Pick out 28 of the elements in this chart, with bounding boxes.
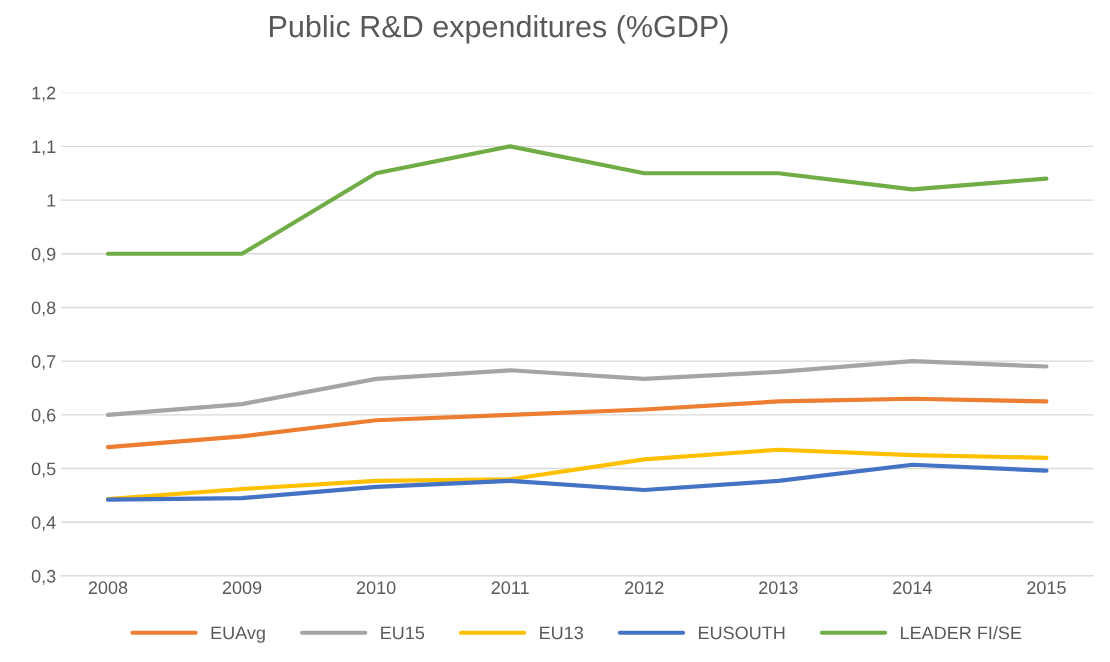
x-tick-label: 2013 — [759, 581, 798, 595]
y-tick-label: 0,4 — [31, 516, 56, 532]
x-tick-label: 2014 — [893, 581, 932, 595]
y-tick-label: 0,6 — [31, 408, 56, 424]
x-tick-label: 2008 — [88, 581, 128, 595]
x-tick-label: 2015 — [1027, 581, 1066, 595]
y-tick-label: 0,8 — [31, 301, 56, 317]
line-series — [105, 396, 1049, 450]
chart-title: Public R&D expenditures (%GDP) — [270, 14, 728, 44]
legend-label: LEADER FI/SE — [901, 626, 1022, 640]
y-tick-label: 0,3 — [31, 569, 56, 585]
y-tick-label: 1,1 — [32, 140, 56, 156]
line-series — [105, 462, 1049, 502]
y-tick-label: 1 — [47, 194, 56, 207]
x-tick-label: 2010 — [356, 581, 396, 595]
legend-label: EU15 — [381, 626, 425, 640]
x-tick-label: 2012 — [625, 581, 664, 595]
legend-label: EU13 — [540, 626, 583, 640]
y-tick-label: 0,9 — [31, 247, 56, 263]
line-series — [105, 144, 1049, 256]
y-tick-label: 0,7 — [31, 355, 56, 371]
y-tick-label: 0,5 — [31, 462, 56, 478]
x-tick-label: 2011 — [491, 581, 529, 595]
line-series — [105, 359, 1049, 417]
legend-label: EUAvg — [211, 626, 265, 643]
legend-label: EUSOUTH — [699, 626, 785, 640]
y-tick-label: 1,2 — [32, 86, 56, 102]
x-tick-label: 2009 — [222, 581, 262, 595]
